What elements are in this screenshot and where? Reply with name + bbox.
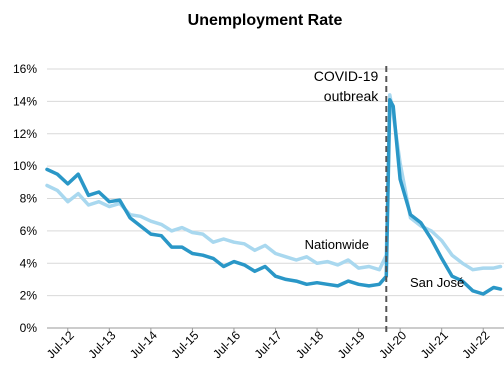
y-tick-label: 14% bbox=[13, 94, 37, 108]
x-tick-label: Jul-22 bbox=[459, 328, 492, 361]
x-tick-label: Jul-20 bbox=[376, 328, 409, 361]
san-jose-label: San José bbox=[410, 275, 464, 290]
x-axis: Jul-12 Jul-13 Jul-14 Jul-15 Jul-16 Jul-17 Jul-… bbox=[44, 328, 493, 361]
x-tick-label: Jul-18 bbox=[293, 328, 326, 361]
x-tick-label: Jul-15 bbox=[169, 328, 202, 361]
y-tick-label: 10% bbox=[13, 159, 37, 173]
series-labels: Nationwide San José bbox=[305, 237, 465, 290]
nationwide-label: Nationwide bbox=[305, 237, 369, 252]
y-tick-label: 4% bbox=[20, 256, 38, 270]
covid-annotation: COVID-19 outbreak bbox=[314, 66, 388, 334]
chart-title: Unemployment Rate bbox=[188, 12, 343, 29]
x-tick-label: Jul-19 bbox=[335, 328, 368, 361]
x-tick-label: Jul-14 bbox=[127, 328, 160, 361]
san-jose-line bbox=[45, 98, 503, 296]
x-tick-label: Jul-17 bbox=[252, 328, 285, 361]
x-tick-label: Jul-16 bbox=[210, 328, 243, 361]
y-tick-label: 16% bbox=[13, 62, 37, 76]
covid-annotation-label: COVID-19 bbox=[314, 68, 379, 84]
x-tick-label: Jul-12 bbox=[44, 328, 77, 361]
covid-annotation-label: outbreak bbox=[324, 88, 379, 104]
y-tick-label: 6% bbox=[20, 224, 38, 238]
y-tick-label: 0% bbox=[20, 321, 38, 335]
gridlines bbox=[47, 68, 504, 329]
y-tick-label: 12% bbox=[13, 127, 37, 141]
x-tick-label: Jul-21 bbox=[418, 328, 451, 361]
series-lines bbox=[45, 93, 503, 296]
y-axis: 0% 2% 4% 6% 8% 10% 12% 14% 16% bbox=[13, 62, 37, 335]
y-tick-label: 2% bbox=[20, 289, 38, 303]
x-tick-label: Jul-13 bbox=[85, 328, 118, 361]
y-tick-label: 8% bbox=[20, 192, 38, 206]
